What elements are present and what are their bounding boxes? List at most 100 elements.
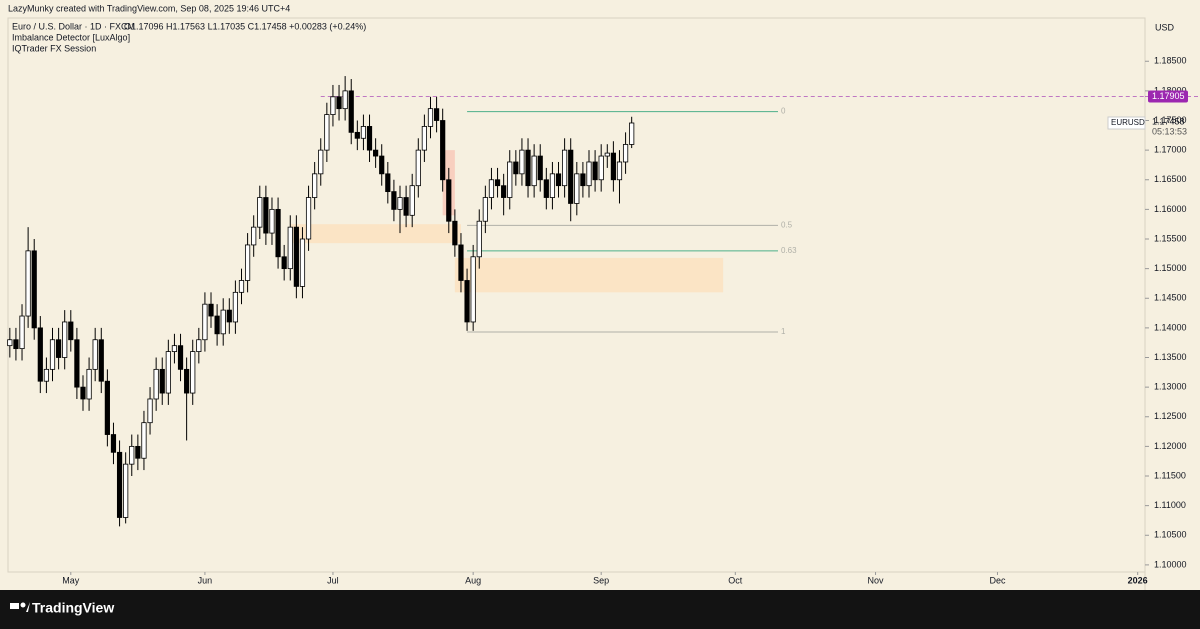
candle-body [629, 122, 635, 145]
x-tick-label: Jul [327, 575, 339, 585]
candle-body [373, 149, 379, 157]
zone [290, 224, 461, 244]
y-tick-label: 1.17000 [1154, 145, 1187, 155]
candle-body [275, 208, 281, 258]
footer-bar [0, 590, 1200, 629]
candle-body [244, 244, 251, 281]
y-tick-label: 1.10500 [1154, 530, 1187, 540]
indicator-label: IQTrader FX Session [12, 43, 96, 53]
candle-body [531, 155, 537, 187]
y-tick-label: 1.18500 [1154, 56, 1187, 66]
candle-body [525, 149, 531, 187]
y-tick-label: 1.14500 [1154, 293, 1187, 303]
currency-label: USD [1155, 22, 1175, 32]
candle-body [622, 144, 629, 163]
attribution: LazyMunky created with TradingView.com, … [8, 3, 290, 13]
candle-body [464, 280, 470, 323]
candle-body [488, 179, 495, 198]
x-tick-label: Dec [989, 575, 1006, 585]
price-tag [1148, 90, 1188, 103]
candle-body [562, 149, 568, 187]
candle-body [7, 339, 13, 347]
fib-label: 0.5 [781, 220, 793, 229]
candle-body [293, 226, 299, 287]
candle-body [263, 197, 269, 234]
candle-body [62, 321, 68, 358]
candle-body [427, 108, 434, 127]
candle-body [43, 368, 50, 382]
candle-body [238, 280, 245, 293]
y-tick-label: 1.13500 [1154, 352, 1187, 362]
candle-body [269, 208, 275, 234]
fib-label: 1 [781, 327, 786, 336]
fib-label: 0.63 [781, 246, 797, 255]
candle-body [147, 398, 153, 424]
candle-body [190, 351, 196, 394]
candle-body [287, 226, 293, 270]
candle-body [330, 96, 336, 115]
logo-icon [10, 603, 19, 609]
plot-area [7, 17, 1146, 573]
x-tick-label: Aug [465, 575, 481, 585]
y-tick-label: 1.13000 [1154, 382, 1187, 392]
candle-body [336, 96, 342, 110]
candle-body [452, 220, 458, 246]
candle-body [592, 161, 598, 181]
candle-body [324, 114, 330, 151]
candle-body [68, 321, 74, 341]
candle-body [226, 309, 232, 323]
candle-body [153, 368, 159, 400]
candle-body [305, 197, 312, 240]
candle-body [171, 345, 178, 352]
candle-body [604, 152, 610, 157]
candle-body [220, 309, 226, 335]
countdown-label: 05:13:53 [1152, 126, 1187, 136]
x-tick-label: May [62, 575, 80, 585]
y-tick-label: 1.16000 [1154, 204, 1187, 214]
candle-body [232, 291, 238, 323]
candle-body [257, 197, 263, 228]
y-tick-label: 1.10000 [1154, 559, 1187, 569]
last-price-label: 1.17458 [1152, 116, 1185, 126]
candle-body [409, 185, 415, 216]
candle-body [537, 155, 543, 181]
candle-body [379, 155, 385, 175]
symbol-tag [1107, 116, 1146, 130]
candle-body [507, 161, 513, 198]
logo-icon [26, 602, 30, 612]
x-tick-label: Nov [868, 575, 885, 585]
y-tick-label: 1.16500 [1154, 174, 1187, 184]
x-tick-label: 2026 [1128, 575, 1148, 585]
candle-body [598, 155, 604, 181]
candle-body [421, 126, 427, 151]
zone [454, 257, 724, 293]
candle-body [385, 173, 391, 193]
candle-body [366, 126, 373, 151]
candle-body [482, 197, 488, 222]
candle-body [446, 179, 452, 222]
candle-body [86, 368, 92, 400]
candle-body [31, 250, 37, 329]
candle-body [397, 197, 403, 210]
candle-body [440, 120, 446, 181]
candle-body [92, 339, 98, 370]
x-tick-label: Jun [198, 575, 213, 585]
logo-icon [20, 602, 26, 608]
candle-body [391, 191, 397, 210]
y-tick-label: 1.14000 [1154, 322, 1187, 332]
candle-body [312, 173, 318, 198]
candle-body [519, 149, 525, 175]
candle-body [470, 256, 476, 323]
ohlc-text: O1.17096 H1.17563 L1.17035 C1.17458 +0.0… [124, 21, 366, 31]
candle-body [129, 445, 135, 465]
candle-body [49, 339, 56, 370]
candle-body [543, 179, 549, 198]
candle-body [574, 173, 580, 204]
candle-body [549, 173, 556, 198]
candle-body [116, 451, 123, 518]
candle-body [281, 256, 287, 270]
candle-body [19, 315, 25, 350]
candle-body [25, 250, 31, 317]
candle-body [104, 380, 110, 435]
